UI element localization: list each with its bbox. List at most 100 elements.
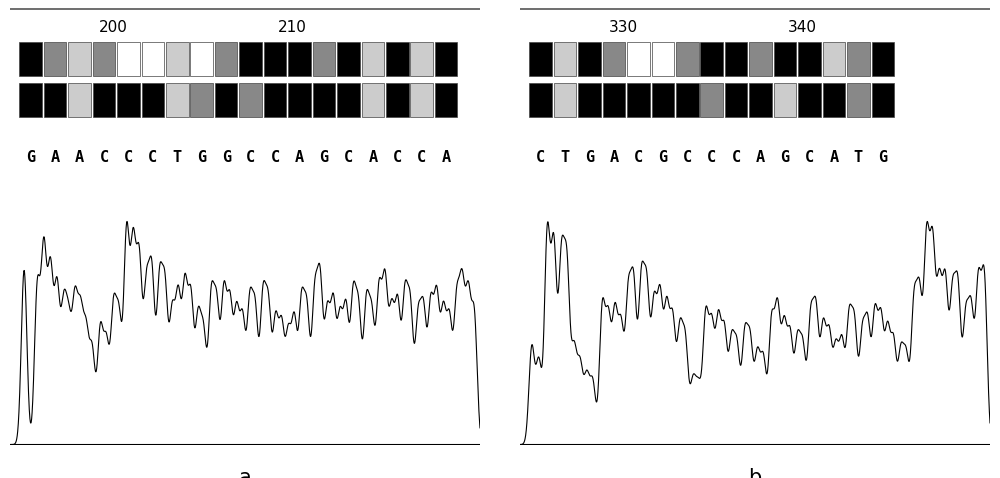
Text: A: A: [368, 150, 377, 165]
Text: C: C: [246, 150, 255, 165]
Bar: [264, 83, 286, 117]
Bar: [337, 42, 360, 76]
Bar: [215, 42, 237, 76]
Bar: [554, 83, 576, 117]
Text: A: A: [75, 150, 84, 165]
Bar: [264, 42, 286, 76]
Bar: [676, 42, 699, 76]
Bar: [872, 83, 894, 117]
Bar: [578, 83, 601, 117]
Text: 340: 340: [788, 20, 816, 35]
Text: C: C: [683, 150, 692, 165]
Bar: [362, 83, 384, 117]
Text: C: C: [732, 150, 741, 165]
Text: C: C: [344, 150, 353, 165]
Bar: [410, 83, 433, 117]
Text: C: C: [634, 150, 643, 165]
Bar: [725, 42, 747, 76]
Text: G: G: [585, 150, 594, 165]
Bar: [142, 42, 164, 76]
Bar: [652, 83, 674, 117]
Text: A: A: [609, 150, 619, 165]
Bar: [603, 42, 625, 76]
Bar: [554, 42, 576, 76]
Bar: [847, 42, 870, 76]
Bar: [529, 42, 552, 76]
Bar: [627, 42, 650, 76]
Bar: [700, 83, 723, 117]
Bar: [117, 42, 140, 76]
Bar: [774, 42, 796, 76]
Bar: [68, 42, 91, 76]
Bar: [410, 42, 433, 76]
Bar: [190, 83, 213, 117]
Bar: [239, 42, 262, 76]
Bar: [93, 42, 115, 76]
Text: C: C: [536, 150, 545, 165]
Text: G: G: [781, 150, 790, 165]
Bar: [603, 83, 625, 117]
Bar: [435, 42, 457, 76]
Bar: [749, 83, 772, 117]
Bar: [872, 42, 894, 76]
Text: G: G: [878, 150, 887, 165]
Text: C: C: [148, 150, 157, 165]
Bar: [313, 83, 335, 117]
Bar: [798, 42, 821, 76]
Bar: [166, 83, 189, 117]
Bar: [823, 42, 845, 76]
Text: C: C: [271, 150, 280, 165]
Bar: [288, 42, 311, 76]
Text: A: A: [51, 150, 60, 165]
Bar: [700, 42, 723, 76]
Bar: [19, 83, 42, 117]
Bar: [313, 42, 335, 76]
Text: 200: 200: [99, 20, 128, 35]
Text: C: C: [124, 150, 133, 165]
Text: A: A: [295, 150, 304, 165]
Bar: [578, 42, 601, 76]
Bar: [823, 83, 845, 117]
Text: 330: 330: [609, 20, 638, 35]
Text: T: T: [173, 150, 182, 165]
Bar: [215, 83, 237, 117]
Bar: [652, 42, 674, 76]
Bar: [166, 42, 189, 76]
Bar: [847, 83, 870, 117]
Text: G: G: [222, 150, 231, 165]
Text: A: A: [442, 150, 451, 165]
Text: A: A: [756, 150, 765, 165]
Text: A: A: [829, 150, 839, 165]
Bar: [337, 83, 360, 117]
Text: G: G: [197, 150, 206, 165]
Bar: [435, 83, 457, 117]
Bar: [529, 83, 552, 117]
Bar: [386, 83, 409, 117]
Bar: [19, 42, 42, 76]
Text: C: C: [99, 150, 109, 165]
Text: C: C: [393, 150, 402, 165]
Bar: [725, 83, 747, 117]
Bar: [117, 83, 140, 117]
Text: C: C: [707, 150, 716, 165]
Bar: [190, 42, 213, 76]
Bar: [627, 83, 650, 117]
Bar: [142, 83, 164, 117]
Bar: [44, 42, 66, 76]
Bar: [288, 83, 311, 117]
Bar: [44, 83, 66, 117]
Bar: [798, 83, 821, 117]
Text: 210: 210: [278, 20, 306, 35]
Text: b: b: [748, 468, 762, 478]
Bar: [676, 83, 699, 117]
Text: G: G: [658, 150, 667, 165]
Bar: [93, 83, 115, 117]
Text: a: a: [239, 468, 251, 478]
Bar: [239, 83, 262, 117]
Bar: [774, 83, 796, 117]
Text: T: T: [854, 150, 863, 165]
Text: T: T: [561, 150, 570, 165]
Bar: [68, 83, 91, 117]
Text: C: C: [805, 150, 814, 165]
Text: G: G: [319, 150, 329, 165]
